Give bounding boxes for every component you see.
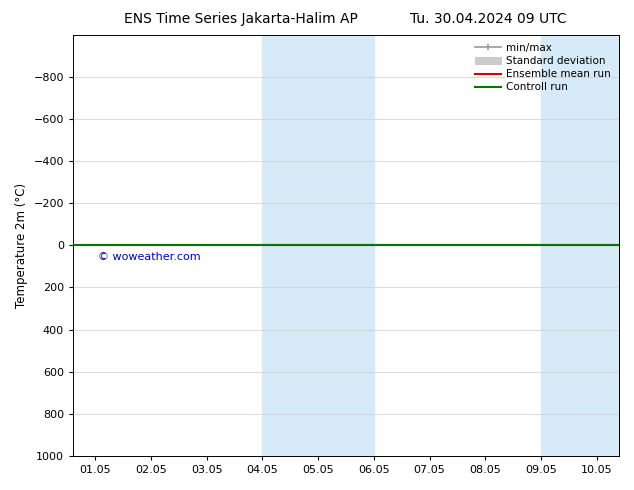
Y-axis label: Temperature 2m (°C): Temperature 2m (°C) — [15, 183, 28, 308]
Legend: min/max, Standard deviation, Ensemble mean run, Controll run: min/max, Standard deviation, Ensemble me… — [472, 40, 614, 96]
Text: ENS Time Series Jakarta-Halim AP: ENS Time Series Jakarta-Halim AP — [124, 12, 358, 26]
Text: © woweather.com: © woweather.com — [98, 251, 201, 262]
Text: Tu. 30.04.2024 09 UTC: Tu. 30.04.2024 09 UTC — [410, 12, 567, 26]
Bar — [262, 35, 374, 456]
Bar — [541, 35, 634, 456]
